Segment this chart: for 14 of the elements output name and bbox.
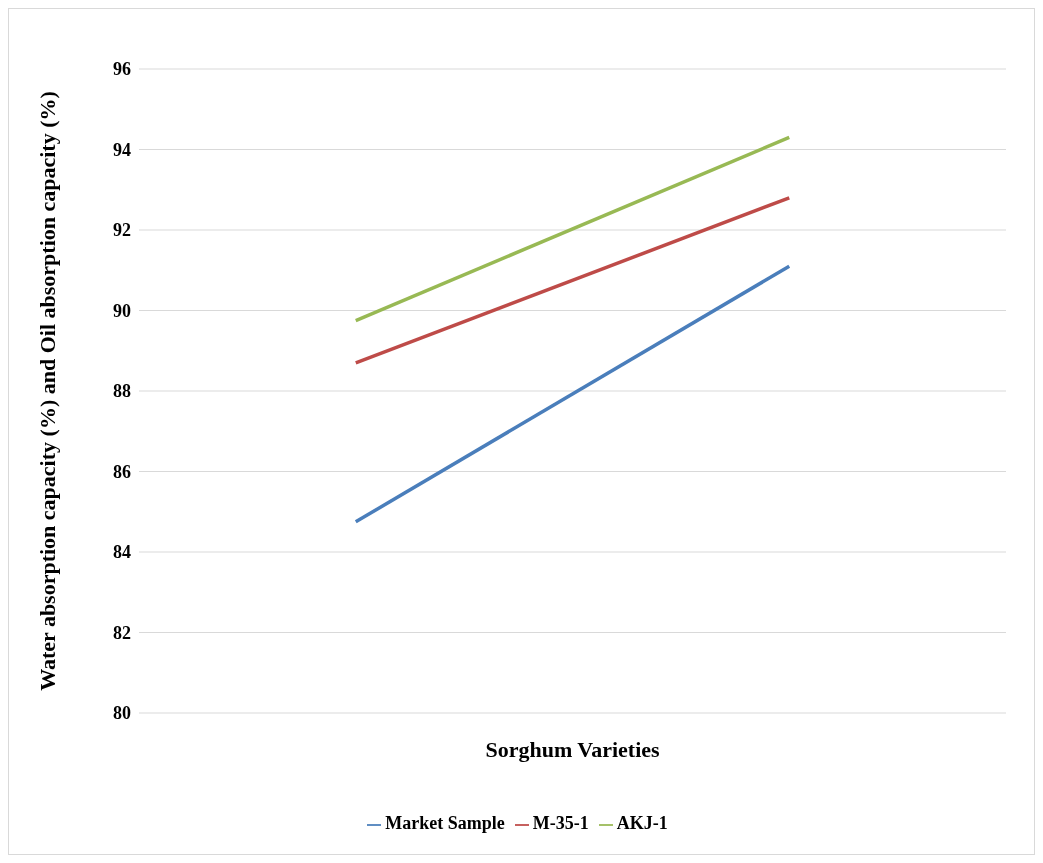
y-tick-label: 82 xyxy=(113,622,131,643)
y-tick-label: 88 xyxy=(113,381,131,402)
x-axis-title: Sorghum Varieties xyxy=(485,736,661,762)
y-tick-label: 80 xyxy=(113,703,131,724)
legend-label: Market Sample xyxy=(385,813,505,833)
y-tick-label: 86 xyxy=(113,461,131,482)
legend-label: AKJ-1 xyxy=(616,813,668,833)
y-tick-label: 96 xyxy=(113,59,131,80)
y-tick-label: 92 xyxy=(113,220,131,241)
y-tick-label: 90 xyxy=(113,300,131,321)
y-tick-label: 94 xyxy=(113,139,131,160)
y-axis-title: Water absorption capacity (%) and Oil absorption capacity (%) xyxy=(34,91,60,691)
legend-label: M-35-1 xyxy=(532,813,589,833)
y-tick-label: 84 xyxy=(113,542,131,563)
